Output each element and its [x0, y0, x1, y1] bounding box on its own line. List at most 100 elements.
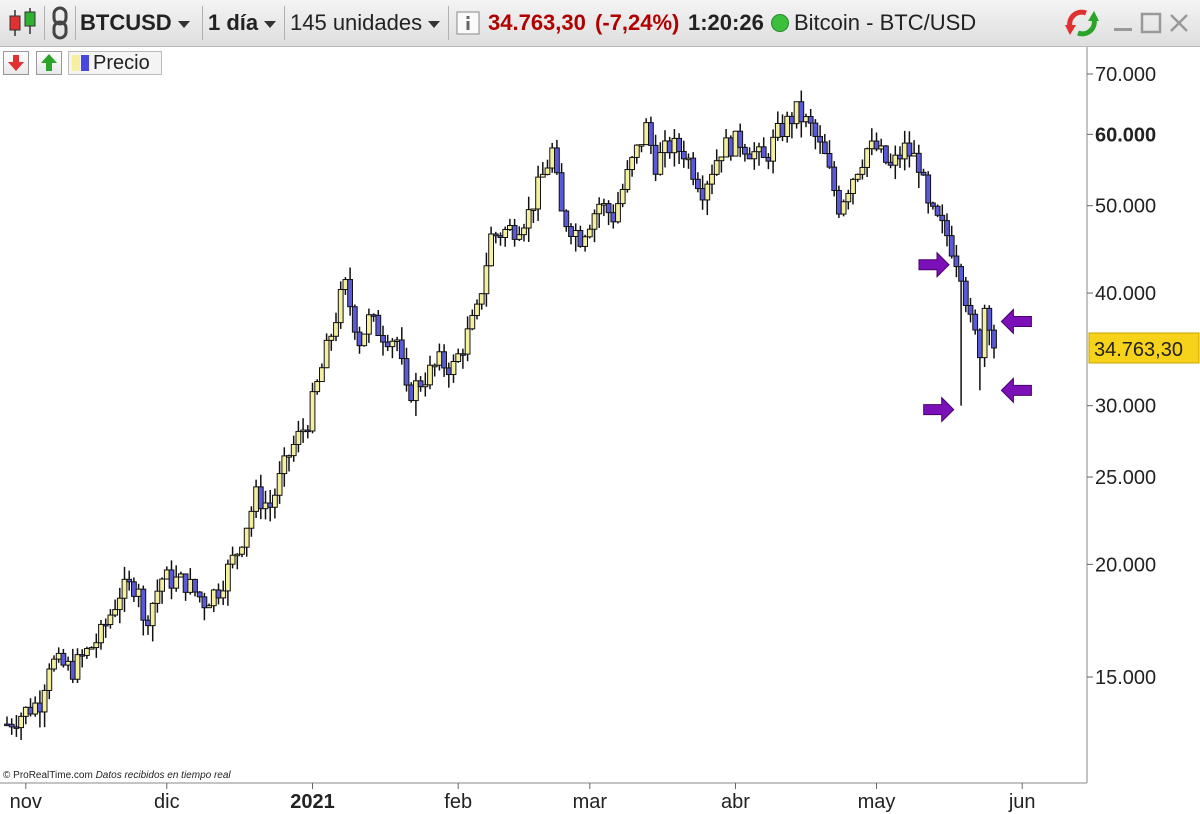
candle-down: [610, 212, 617, 223]
candle-down: [605, 203, 612, 214]
candle-down: [145, 619, 151, 627]
candle-down: [944, 220, 950, 237]
candle-down: [977, 329, 983, 359]
candle-up: [685, 157, 692, 161]
symbol-label: BTCUSD: [80, 10, 172, 35]
time-tick-label: may: [858, 791, 896, 813]
candle-down: [380, 335, 386, 343]
candle-up: [135, 588, 142, 597]
candle-up: [309, 391, 316, 432]
chevron-down-icon: [264, 20, 277, 28]
units-label: 145 unidades: [290, 10, 423, 35]
candle-up: [116, 597, 123, 611]
candle-up: [544, 167, 551, 175]
arrow-right-annotation: [918, 251, 950, 278]
candle-up: [709, 173, 715, 185]
candle-down: [168, 569, 175, 589]
candle-up: [225, 563, 231, 592]
candle-up: [525, 209, 532, 229]
timeframe-label: 1 día: [208, 10, 259, 35]
candle-up: [220, 590, 227, 599]
arrow-left-annotation: [1000, 308, 1032, 335]
candle-up: [586, 228, 593, 238]
candle-down: [408, 384, 415, 402]
candlestick-chart-icon[interactable]: [6, 6, 40, 40]
candle-up: [234, 553, 241, 557]
realtime-text: Datos recibidos en tiempo real: [95, 770, 231, 781]
arrow-up-button[interactable]: [36, 51, 62, 75]
candle-up: [671, 137, 678, 154]
candle-up: [718, 156, 725, 162]
indicator-legend-precio[interactable]: Precio: [68, 51, 162, 75]
instrument-name: Bitcoin - BTC/USD: [794, 10, 977, 35]
candle-down: [930, 202, 936, 207]
candle-up: [173, 576, 180, 589]
status-dot-icon: [771, 14, 789, 32]
candle-down: [798, 101, 805, 123]
annotations: [918, 251, 1032, 423]
candle-down: [201, 596, 208, 609]
candle-down: [695, 178, 701, 190]
candle-up: [319, 367, 325, 383]
candle-up: [98, 623, 104, 644]
candle-up: [868, 140, 875, 150]
candle-up: [713, 160, 720, 175]
candle-up: [333, 322, 339, 337]
close-icon[interactable]: [1168, 12, 1190, 34]
candle-down: [60, 652, 67, 666]
candle-down: [699, 188, 706, 201]
last-price: 34.763,30: [488, 10, 586, 35]
candle-down: [8, 723, 15, 728]
candle-down: [492, 233, 499, 237]
units-selector[interactable]: 145 unidades: [290, 10, 441, 36]
candle-up: [911, 152, 918, 157]
candle-up: [22, 706, 29, 717]
candle-up: [51, 658, 57, 670]
candle-down: [648, 122, 654, 146]
price-tick-label: 30.000: [1095, 396, 1156, 418]
candle-down: [948, 235, 955, 257]
candle-down: [69, 660, 76, 680]
candle-down: [196, 591, 203, 598]
candle-up: [483, 265, 490, 295]
time-tick-label: nov: [10, 791, 42, 813]
candle-down: [873, 140, 880, 150]
info-icon[interactable]: [456, 11, 480, 35]
price-tick-label: 15.000: [1095, 667, 1156, 689]
candle-up: [840, 201, 847, 215]
symbol-selector[interactable]: BTCUSD: [80, 10, 190, 36]
candle-down: [215, 589, 222, 599]
candle-down: [417, 380, 424, 388]
candle-down: [680, 150, 687, 160]
candle-up: [854, 173, 861, 180]
maximize-icon[interactable]: [1140, 12, 1162, 34]
candle-up: [93, 642, 100, 649]
refresh-icon[interactable]: [1062, 5, 1102, 41]
chevron-down-icon: [428, 20, 441, 28]
price-change: (-7,24%): [595, 10, 680, 35]
arrow-left-annotation: [1000, 377, 1032, 404]
candle-down: [897, 154, 903, 160]
price-chart[interactable]: 70.000 60.000 50.000 40.000 30.000 25.000 20.0…: [0, 47, 1200, 814]
candle-down: [666, 140, 673, 154]
candle-up: [121, 578, 128, 599]
link-icon[interactable]: [48, 6, 72, 40]
candle-up: [88, 647, 95, 650]
candle-up: [892, 154, 899, 166]
candle-up: [507, 225, 513, 230]
candle-up: [243, 527, 250, 548]
candle-up: [455, 353, 462, 363]
minimize-icon[interactable]: [1112, 12, 1134, 34]
candle-down: [826, 153, 833, 168]
arrow-down-button[interactable]: [3, 51, 29, 75]
chart-svg[interactable]: 70.000 60.000 50.000 40.000 30.000 25.000 20.0…: [0, 47, 1200, 814]
candle-up: [488, 233, 495, 267]
candle-down: [690, 157, 697, 180]
candle-up: [159, 578, 165, 592]
candle-down: [925, 174, 932, 204]
candle-up: [732, 130, 739, 157]
timeframe-selector[interactable]: 1 día: [208, 10, 277, 36]
candle-up: [163, 569, 170, 580]
legend-label: Precio: [93, 52, 150, 74]
candle-down: [351, 306, 358, 333]
